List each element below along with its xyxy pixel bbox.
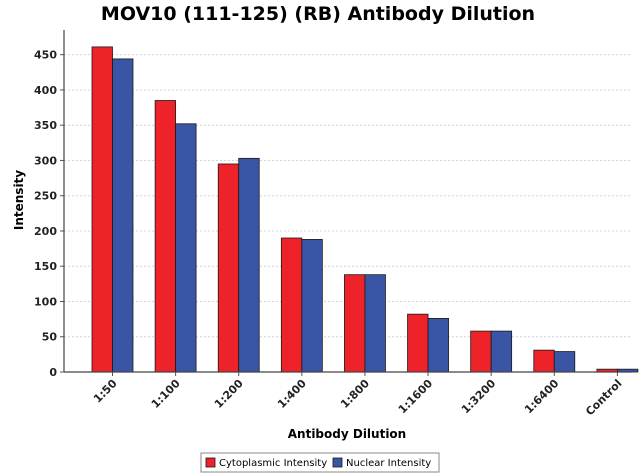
bar-cytoplasmic: [470, 330, 492, 373]
bars: [91, 46, 639, 373]
bar-nuclear: [490, 330, 513, 373]
bar-nuclear: [301, 239, 323, 373]
y-tick-labels: 0 50 100 150 200 250 300 350 400 450: [34, 49, 57, 379]
y-tick-label: 150: [34, 260, 57, 273]
y-axis-label: Intensity: [12, 170, 26, 230]
y-tick-label: 250: [34, 190, 57, 203]
y-tick-label: 0: [49, 366, 57, 379]
legend-swatch: [332, 457, 343, 468]
legend-label: Cytoplasmic Intensity: [219, 458, 327, 469]
bar-nuclear: [553, 351, 576, 373]
bar-nuclear: [112, 58, 134, 373]
legend: Cytoplasmic Intensity Nuclear Intensity: [200, 452, 440, 473]
y-tick-label: 100: [34, 295, 57, 308]
x-axis-label: Antibody Dilution: [288, 427, 406, 441]
bar-cytoplasmic: [407, 313, 429, 373]
bar-cytoplasmic: [91, 46, 113, 373]
chart-title: MOV10 (111-125) (RB) Antibody Dilution: [101, 3, 535, 25]
axes: [60, 30, 632, 376]
bar-cytoplasmic: [533, 349, 555, 373]
y-tick-label: 50: [42, 331, 58, 344]
bar-nuclear: [427, 318, 449, 373]
bar-cytoplasmic: [344, 274, 366, 373]
bar-nuclear: [364, 274, 386, 373]
legend-box: [200, 452, 440, 473]
legend-label: Nuclear Intensity: [346, 458, 431, 469]
y-tick-label: 450: [34, 49, 57, 62]
bar-cytoplasmic: [154, 100, 177, 373]
y-tick-label: 400: [34, 84, 57, 97]
bar-nuclear: [238, 157, 260, 373]
bar-cytoplasmic: [280, 237, 303, 373]
bar-cytoplasmic: [217, 163, 240, 373]
y-tick-label: 200: [34, 225, 57, 238]
y-tick-label: 300: [34, 154, 57, 167]
y-tick-label: 350: [34, 119, 57, 132]
bar-nuclear: [175, 123, 197, 373]
legend-swatch: [205, 457, 216, 468]
